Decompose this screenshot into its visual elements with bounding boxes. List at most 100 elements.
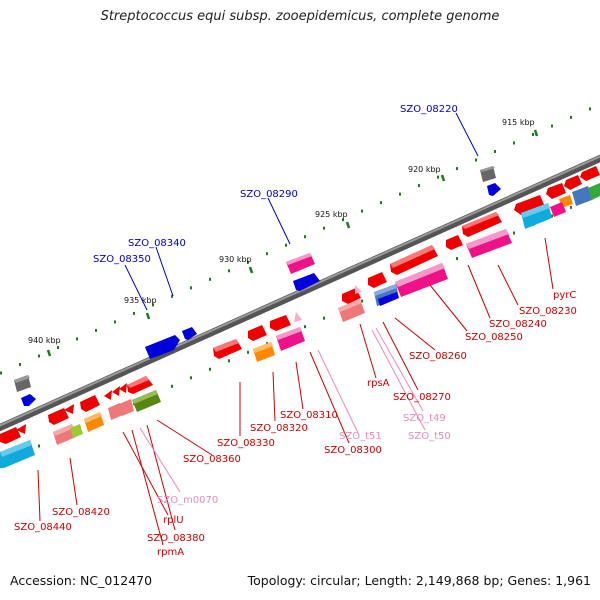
label-szo-08340[interactable]: SZO_08340	[128, 238, 186, 249]
scale-dot	[589, 107, 591, 111]
gene-blue-left[interactable]	[21, 394, 36, 406]
scale-dot	[133, 311, 135, 315]
scale-dot	[19, 363, 21, 366]
gene-light-08380a[interactable]	[108, 403, 123, 420]
gene-light-rpsa[interactable]	[338, 299, 365, 322]
scale-dot	[152, 303, 154, 307]
gene-blue-08290[interactable]	[293, 273, 320, 291]
scale-dot	[209, 277, 211, 281]
gene-szo-08340[interactable]	[182, 327, 197, 340]
scale-dot	[190, 376, 192, 380]
label-szo-08320[interactable]: SZO_08320	[250, 423, 308, 434]
gene-red-small-2[interactable]	[368, 272, 387, 288]
scale-dot	[76, 337, 78, 341]
scale-dot	[399, 192, 401, 196]
tick-label-920: 920 kbp	[408, 165, 441, 174]
scale-dot	[570, 115, 572, 119]
label-szo-08270[interactable]: SZO_08270	[393, 392, 451, 403]
label-szo-08230[interactable]: SZO_08230	[519, 306, 577, 317]
gene-red-tri-4[interactable]	[64, 404, 74, 414]
scale-dot	[323, 226, 325, 230]
label-szo-08330[interactable]: SZO_08330	[217, 438, 275, 449]
scale-dot	[38, 444, 40, 448]
scale-dot	[361, 299, 363, 303]
label-szo-08380[interactable]: SZO_08380	[147, 533, 205, 544]
gene-red-08400[interactable]	[80, 395, 100, 412]
label-szo-08440[interactable]: SZO_08440	[14, 522, 72, 533]
scale-dot	[475, 158, 477, 162]
gene-red-r2[interactable]	[546, 183, 566, 199]
gene-red-r1[interactable]	[514, 195, 545, 215]
scale-dot	[437, 175, 439, 179]
label-szo-m0070[interactable]: SZO_m0070	[157, 495, 218, 506]
gene-red-big-1[interactable]	[462, 212, 502, 237]
map-title: Streptococcus equi subsp. zooepidemicus,…	[100, 9, 500, 24]
scale-dot	[456, 257, 458, 261]
forward-strand-genes	[14, 166, 501, 406]
label-szo-t50[interactable]: SZO_t50	[408, 431, 451, 442]
gene-red-small-1[interactable]	[446, 235, 463, 250]
gene-lime-08420[interactable]	[70, 424, 83, 438]
scale-dot	[342, 218, 344, 222]
gene-pink-08310[interactable]	[276, 327, 305, 351]
gene-red-tri-1[interactable]	[104, 390, 112, 400]
scale-dot	[304, 235, 306, 239]
scale-labels: 915 kbp 920 kbp 925 kbp 930 kbp 935 kbp …	[28, 118, 535, 345]
gene-red-r3[interactable]	[564, 175, 582, 190]
label-szo-08420[interactable]: SZO_08420	[52, 507, 110, 518]
label-szo-08240[interactable]: SZO_08240	[489, 319, 547, 330]
scale-dot	[513, 231, 515, 235]
scale-dot	[171, 384, 173, 388]
scale-dot	[38, 354, 40, 358]
scale-dot	[171, 294, 173, 298]
gene-pink-tri-2[interactable]	[294, 312, 302, 322]
scale-dot	[513, 141, 515, 145]
gene-red-tri-3[interactable]	[119, 383, 127, 393]
label-szo-08360[interactable]: SZO_08360	[183, 454, 241, 465]
gene-steel-r1[interactable]	[572, 186, 592, 206]
gene-green-r1[interactable]	[588, 183, 600, 200]
label-szo-08220[interactable]: SZO_08220	[400, 104, 458, 115]
gene-red-tri-5[interactable]	[16, 424, 26, 434]
scale-dot	[323, 316, 325, 320]
label-szo-08250[interactable]: SZO_08250	[465, 332, 523, 343]
accession-text: Accession: NC_012470	[10, 573, 153, 588]
scale-dot	[570, 205, 572, 209]
gene-szo-08290[interactable]	[286, 253, 315, 274]
gene-red-tri-2[interactable]	[112, 386, 120, 396]
label-szo-08300[interactable]: SZO_08300	[324, 445, 382, 456]
gene-pink-tri[interactable]	[355, 285, 362, 294]
tick-label-930: 930 kbp	[219, 255, 252, 264]
gene-red-08420[interactable]	[48, 408, 69, 425]
gene-light-08380b[interactable]	[119, 399, 134, 416]
scale-dot	[228, 359, 230, 363]
gene-blue-2[interactable]	[378, 292, 399, 306]
gene-red-r4[interactable]	[580, 166, 600, 181]
label-szo-08310[interactable]: SZO_08310	[280, 410, 338, 421]
label-pyrc[interactable]: pyrC	[553, 290, 576, 301]
label-rplu[interactable]: rplU	[163, 515, 184, 526]
leader-lines	[37, 112, 554, 546]
label-szo-08350[interactable]: SZO_08350	[93, 254, 151, 265]
scale-dot	[494, 150, 496, 153]
scale-dot	[380, 201, 382, 205]
gene-labels: SZO_08220 SZO_08290 SZO_08340 SZO_08350 …	[14, 104, 577, 558]
label-szo-08260[interactable]: SZO_08260	[409, 351, 467, 362]
scale-dot	[247, 260, 249, 264]
label-rpsa[interactable]: rpsA	[367, 378, 390, 389]
scale-dot	[190, 286, 192, 290]
gene-red-08440[interactable]	[0, 427, 21, 444]
scale-dot	[532, 133, 534, 136]
label-szo-t49[interactable]: SZO_t49	[403, 413, 446, 424]
scale-dot	[551, 214, 553, 218]
label-rpma[interactable]: rpmA	[157, 547, 184, 558]
label-szo-08290[interactable]: SZO_08290	[240, 189, 298, 200]
label-szo-t51[interactable]: SZO_t51	[339, 431, 382, 442]
scale-dot	[361, 209, 363, 213]
gene-red-08310[interactable]	[270, 315, 291, 331]
gene-blue-08220[interactable]	[487, 183, 501, 196]
gene-pink-r1[interactable]	[550, 202, 566, 217]
gene-szo-08350[interactable]	[145, 335, 180, 359]
gene-red-08320[interactable]	[248, 325, 267, 341]
